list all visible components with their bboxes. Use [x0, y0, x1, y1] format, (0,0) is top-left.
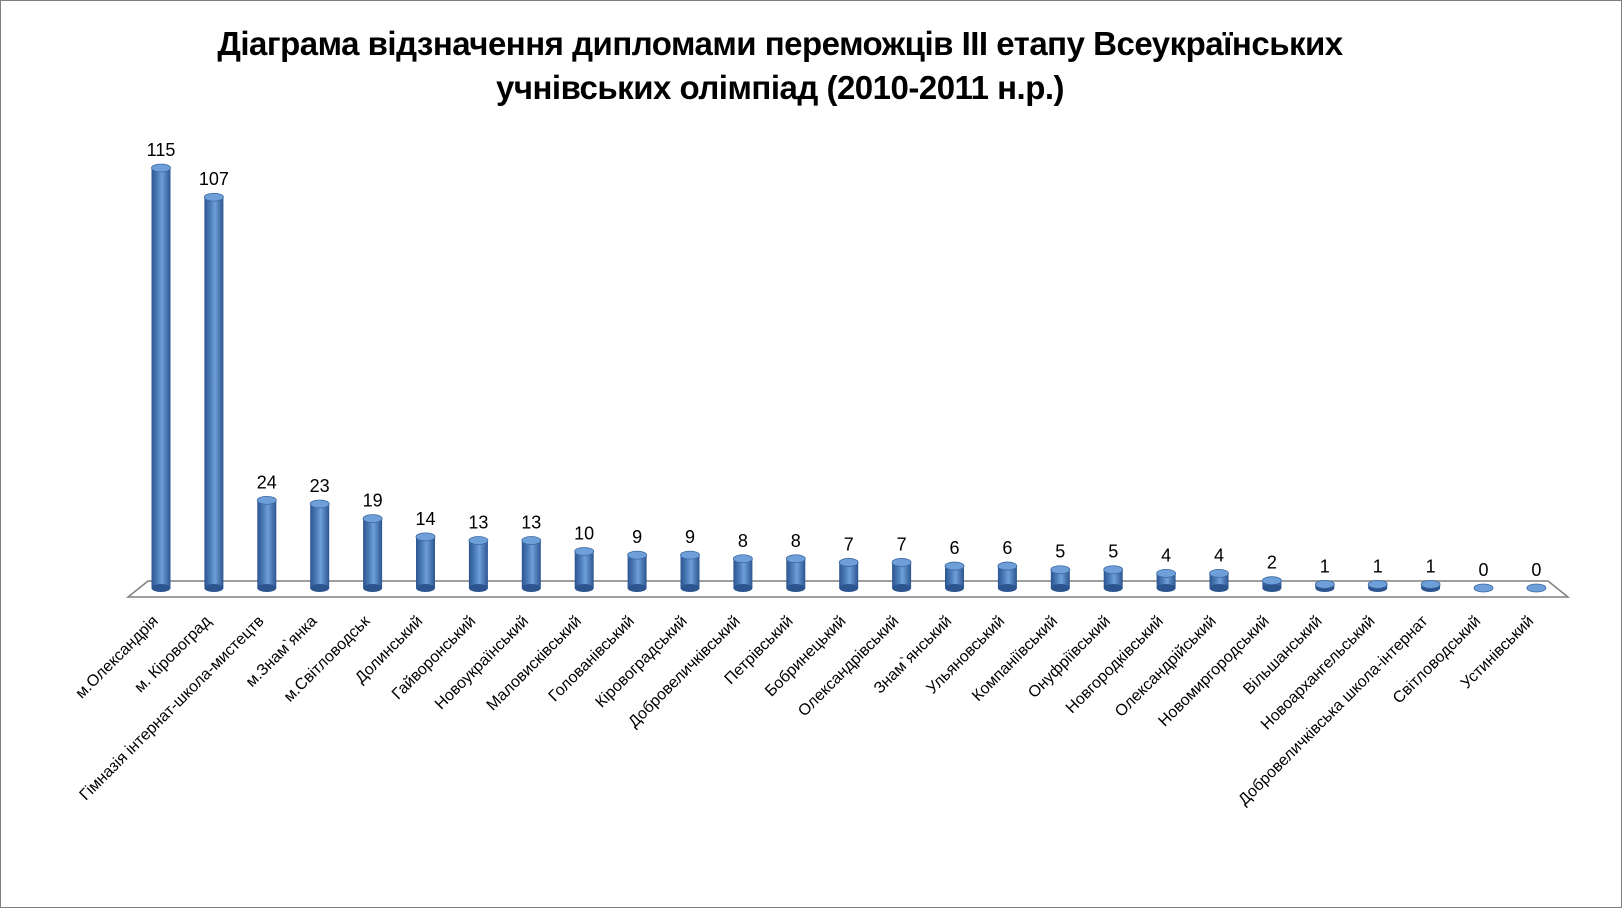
tick-label: Новоукраїнський	[432, 613, 532, 713]
bar	[627, 550, 647, 592]
bar	[574, 547, 595, 592]
data-label: 19	[363, 491, 383, 511]
bar	[997, 561, 1018, 592]
bar	[1367, 579, 1388, 592]
data-label: 8	[738, 531, 748, 551]
data-label: 9	[632, 527, 642, 547]
tick-label: Гімназія інтернат-школа-мистецтв	[77, 613, 268, 804]
bar	[415, 532, 436, 592]
data-label: 1	[1426, 556, 1436, 576]
data-label: 115	[147, 140, 176, 160]
data-label: 6	[949, 538, 959, 558]
bar	[1473, 583, 1494, 593]
bar	[680, 550, 700, 592]
tick-label: Новгородківський	[1063, 613, 1167, 717]
data-label: 10	[574, 523, 594, 543]
bar	[362, 514, 383, 592]
bar	[1526, 583, 1547, 593]
data-label: 6	[1002, 538, 1012, 558]
tick-label: Маловисківський	[484, 613, 585, 714]
data-label: 23	[310, 476, 330, 496]
bar	[1420, 579, 1441, 592]
data-label: 0	[1478, 560, 1488, 580]
bar	[309, 499, 330, 592]
bar	[785, 554, 806, 592]
data-label: 7	[844, 534, 854, 554]
bar	[733, 554, 753, 592]
data-label: 2	[1267, 553, 1277, 573]
bar	[838, 558, 859, 592]
bar	[151, 163, 171, 592]
data-label: 9	[685, 527, 695, 547]
data-label: 4	[1161, 545, 1171, 565]
data-label: 1	[1320, 556, 1330, 576]
data-label: 13	[468, 513, 488, 533]
bar	[468, 536, 489, 592]
data-label: 5	[1108, 542, 1118, 562]
tick-label: Кіровоградський	[592, 613, 690, 711]
data-label: 107	[199, 169, 229, 189]
chart-title: Діаграма відзначення дипломами переможці…	[217, 25, 1343, 106]
data-label: 1	[1373, 556, 1383, 576]
bar	[1050, 565, 1071, 592]
data-label: 7	[897, 534, 907, 554]
data-label: 14	[415, 509, 435, 529]
data-label: 8	[791, 531, 801, 551]
bar	[891, 558, 912, 592]
data-label: 13	[521, 513, 541, 533]
tick-label: Олександрівський	[795, 613, 902, 720]
bar	[256, 495, 277, 592]
bar	[1314, 579, 1335, 592]
tick-label: Олександрійський	[1112, 613, 1220, 721]
data-label: 0	[1531, 560, 1541, 580]
data-label: 5	[1055, 542, 1065, 562]
data-label: 4	[1214, 545, 1224, 565]
bar	[1156, 568, 1176, 592]
bar	[521, 536, 542, 592]
bar	[944, 561, 965, 592]
data-label: 24	[257, 472, 277, 492]
bar	[1262, 576, 1282, 592]
bar	[1209, 568, 1229, 592]
bar	[1103, 565, 1124, 592]
bar	[203, 192, 224, 592]
tick-label: Добровеличківська школа-інтернат	[1235, 612, 1432, 809]
